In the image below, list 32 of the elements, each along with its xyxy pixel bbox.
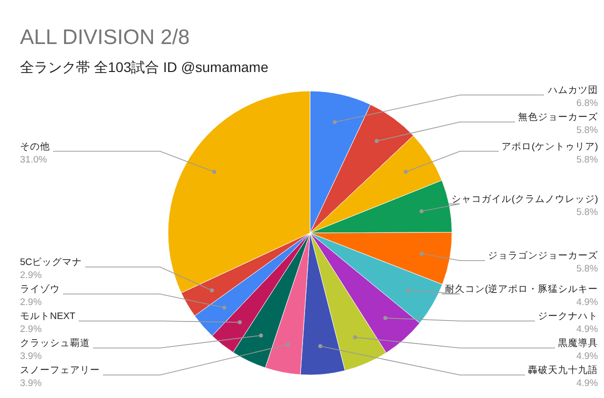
data-label: 4.9% xyxy=(576,324,599,335)
data-label: 2.9% xyxy=(20,324,42,335)
slice-label: その他 xyxy=(20,140,50,152)
slice-label: ハムカツ団 xyxy=(547,85,598,96)
slice-label: 轟破天九十九語 xyxy=(528,364,598,376)
data-label: 4.9% xyxy=(576,297,599,308)
data-label: 31.0% xyxy=(20,154,48,166)
data-label: 6.8% xyxy=(576,98,599,109)
slice-label: ジークナハト xyxy=(538,311,598,322)
slice-label: 5Cビッグマナ xyxy=(20,257,82,268)
slice-label: ジョラゴンジョーカーズ xyxy=(488,250,599,262)
data-label: 3.9% xyxy=(20,351,42,362)
slice-label: シャコガイル(クラムノウレッジ) xyxy=(452,194,598,205)
slice-label: 耐久コン(逆アポロ・豚猛シルキー xyxy=(444,283,598,295)
data-label: 5.8% xyxy=(576,264,599,275)
data-label: 3.9% xyxy=(20,378,42,389)
data-label: 5.8% xyxy=(576,154,599,166)
data-label: 4.9% xyxy=(576,351,599,362)
slice-label: 黒魔導具 xyxy=(558,337,598,349)
data-label: 2.9% xyxy=(20,297,42,308)
slice-label: モルトNEXT xyxy=(20,311,76,322)
slice-label: ライゾウ xyxy=(20,283,60,295)
chart-subtitle: 全ランク帯 全103試合 ID @sumamame xyxy=(20,59,269,75)
data-label: 2.9% xyxy=(20,270,42,281)
data-label: 5.8% xyxy=(576,125,599,136)
data-label: 4.9% xyxy=(576,378,599,389)
slice-label: クラッシュ覇道 xyxy=(20,337,90,349)
slice-label: スノーフェアリー xyxy=(20,365,100,376)
slice-label: アポロ(ケントゥリア) xyxy=(502,141,598,152)
chart-title: ALL DIVISION 2/8 xyxy=(20,26,190,49)
slice-label: 無色ジョーカーズ xyxy=(518,111,599,123)
data-label: 5.8% xyxy=(576,206,599,218)
